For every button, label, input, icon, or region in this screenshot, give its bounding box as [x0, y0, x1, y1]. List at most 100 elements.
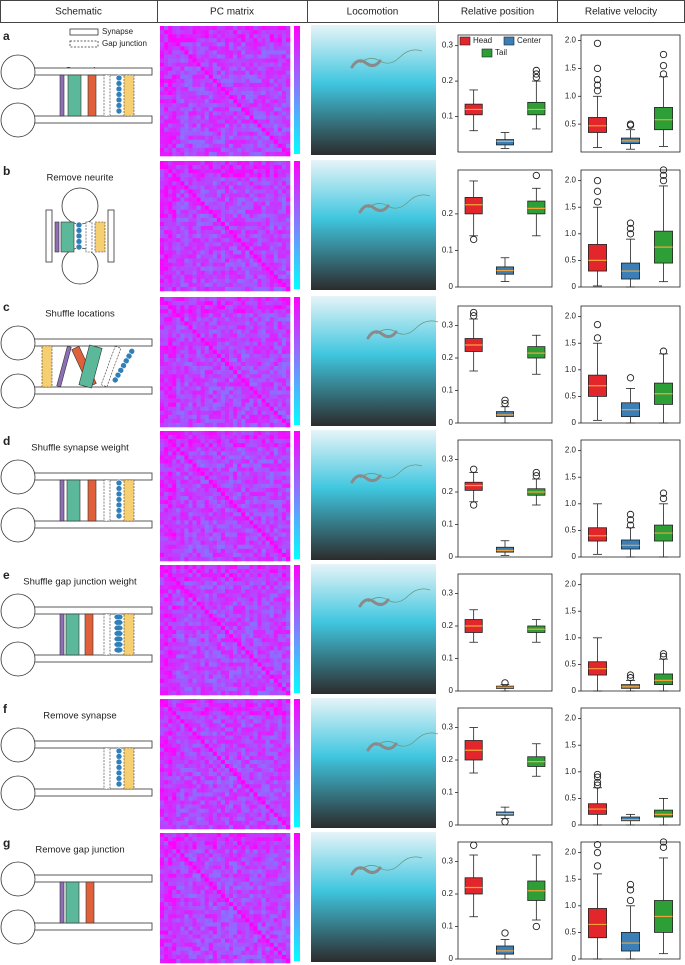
pc-cell: [285, 418, 291, 424]
pc-cell: [253, 341, 258, 347]
pc-cell: [200, 66, 205, 71]
pc-cell: [257, 524, 262, 529]
pc-cell: [164, 370, 169, 375]
pc-cell: [225, 447, 230, 452]
pc-cell: [237, 42, 242, 47]
pc-cell: [229, 345, 234, 351]
pc-cell: [257, 143, 262, 149]
pc-cell: [229, 353, 234, 359]
pc-cell: [249, 173, 254, 178]
pc-cell: [168, 309, 173, 314]
pc-cell: [237, 297, 242, 302]
soma: [61, 247, 99, 285]
pc-cell: [285, 613, 291, 619]
pc-cell: [233, 189, 238, 194]
pc-cell: [285, 585, 291, 590]
pc-cell: [180, 151, 185, 157]
pc-cell: [200, 38, 205, 43]
schematic: [45, 187, 115, 285]
pc-cell: [196, 282, 201, 288]
pc-cell: [204, 151, 210, 157]
pc-cell: [249, 573, 254, 578]
pc-cell: [241, 242, 246, 247]
pc-cell: [208, 374, 214, 379]
pc-cell: [225, 242, 230, 247]
pc-cell: [216, 201, 222, 206]
pc-cell: [245, 329, 250, 334]
pc-cell: [249, 62, 254, 67]
pc-cell: [220, 78, 226, 84]
pc-cell: [200, 605, 205, 610]
pc-cell: [225, 467, 230, 472]
pc-cell: [265, 491, 270, 497]
pc-cell: [188, 402, 193, 407]
pc-cell: [176, 143, 181, 149]
pc-cell: [265, 317, 270, 322]
pc-cell: [168, 402, 173, 407]
pc-cell: [233, 451, 238, 456]
pc-cell: [192, 270, 197, 276]
pc-cell: [208, 337, 214, 342]
pc-cell: [265, 42, 270, 47]
pc-cell: [237, 435, 242, 440]
pc-cell: [245, 406, 250, 412]
pc-cell: [188, 74, 193, 80]
pc-cell: [249, 297, 254, 302]
pc-cell: [277, 556, 283, 562]
pc-cell: [208, 402, 214, 407]
pc-cell: [200, 357, 205, 363]
pc-cell: [277, 46, 283, 51]
pc-cell: [253, 617, 258, 623]
pc-cell: [269, 650, 275, 655]
pc-cell: [233, 42, 238, 47]
pc-cell: [220, 297, 226, 302]
pc-cell: [277, 443, 283, 448]
pc-cell: [225, 345, 230, 351]
panel-letter: e: [3, 568, 10, 582]
pc-cell: [269, 410, 275, 416]
pc-cell: [245, 431, 250, 436]
pc-cell: [285, 258, 291, 263]
pc-cell: [184, 617, 189, 623]
pc-cell: [168, 621, 173, 627]
pc-cell: [172, 402, 177, 407]
pc-cell: [261, 414, 266, 420]
pc-cell: [180, 313, 185, 318]
pc-cell: [172, 201, 177, 206]
pc-cell: [184, 135, 189, 141]
pc-cell: [192, 512, 197, 517]
pc-cell: [192, 475, 197, 481]
pc-cell: [281, 654, 287, 659]
pc-cell: [273, 230, 279, 235]
pc-cell: [269, 42, 275, 47]
pc-cell: [168, 362, 173, 367]
pc-cell: [180, 496, 185, 501]
pc-cell: [273, 86, 279, 92]
pc-cell: [225, 431, 230, 436]
pc-cell: [180, 475, 185, 481]
pc-cell: [192, 406, 197, 412]
pc-cell: [176, 459, 181, 464]
pc-cell: [277, 139, 283, 145]
pc-cell: [192, 123, 197, 128]
pc-cell: [225, 181, 230, 186]
pc-cell: [184, 467, 189, 472]
pc-cell: [281, 270, 287, 276]
pc-cell: [184, 66, 189, 71]
pc-cell: [200, 601, 205, 606]
pc-cell: [241, 135, 246, 141]
pc-cell: [168, 161, 173, 166]
pc-cell: [204, 447, 210, 452]
pc-cell: [281, 630, 287, 635]
pc-cell: [265, 439, 270, 444]
pc-cell: [216, 609, 222, 615]
pc-cell: [200, 569, 205, 574]
pc-cell: [212, 135, 218, 141]
pc-cell: [265, 345, 270, 351]
pc-cell: [273, 173, 279, 178]
pc-cell: [257, 565, 262, 570]
pc-cell: [261, 500, 266, 505]
pc-cell: [160, 556, 165, 562]
pc-cell: [257, 585, 262, 590]
pc-cell: [225, 250, 230, 255]
